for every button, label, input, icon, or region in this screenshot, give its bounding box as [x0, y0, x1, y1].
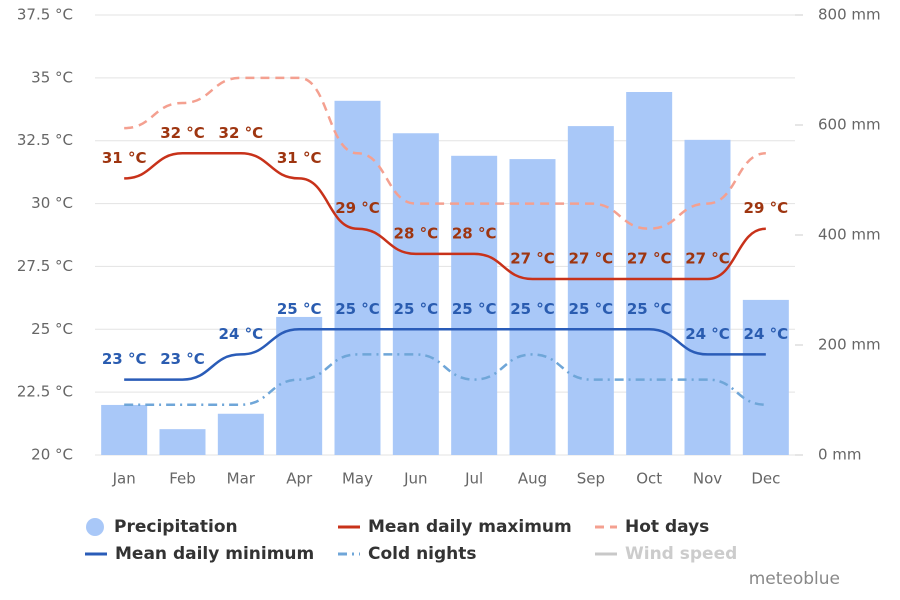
data-label: 25 °C	[335, 300, 380, 318]
legend-label: Cold nights	[368, 544, 477, 564]
data-label: 32 °C	[219, 124, 264, 142]
data-label: 27 °C	[510, 250, 555, 268]
x-tick-label: Sep	[577, 470, 605, 488]
bar	[217, 413, 264, 455]
x-tick-label: Mar	[227, 470, 256, 488]
y-tick-label: 27.5 °C	[17, 257, 73, 275]
line	[124, 152, 766, 281]
data-label: 24 °C	[685, 325, 730, 343]
data-label: 23 °C	[160, 350, 205, 368]
x-tick-label: Jun	[403, 470, 427, 488]
y-tick-label: 37.5 °C	[17, 6, 73, 24]
data-label: 28 °C	[452, 224, 497, 242]
y-tick-label: 32.5 °C	[17, 131, 73, 149]
bar	[392, 133, 439, 455]
bar	[276, 316, 323, 455]
bar	[742, 299, 789, 455]
y2-tick-label: 800 mm	[818, 6, 881, 24]
y-tick-label: 30 °C	[31, 194, 73, 212]
data-label: 28 °C	[394, 224, 439, 242]
data-label: 31 °C	[102, 149, 147, 167]
y-tick-label: 20 °C	[31, 446, 73, 464]
bar	[101, 404, 148, 455]
data-label: 25 °C	[627, 300, 672, 318]
x-tick-label: May	[342, 470, 373, 488]
y-tick-label: 25 °C	[31, 320, 73, 338]
data-label: 25 °C	[452, 300, 497, 318]
legend-marker	[86, 518, 104, 536]
bar	[509, 159, 556, 455]
y2-tick-label: 0 mm	[818, 446, 862, 464]
legend-label: Mean daily maximum	[368, 517, 572, 537]
data-label: 24 °C	[219, 325, 264, 343]
y2-tick-label: 600 mm	[818, 116, 881, 134]
data-label: 27 °C	[627, 250, 672, 268]
line	[124, 353, 766, 406]
data-label: 31 °C	[277, 149, 322, 167]
x-tick-label: Oct	[636, 470, 662, 488]
x-tick-label: Jan	[112, 470, 136, 488]
bar	[159, 429, 206, 455]
data-label: 25 °C	[510, 300, 555, 318]
y2-tick-label: 200 mm	[818, 336, 881, 354]
x-tick-label: Aug	[518, 470, 547, 488]
data-label: 27 °C	[685, 250, 730, 268]
bar	[451, 155, 498, 456]
x-tick-label: Nov	[693, 470, 722, 488]
legend-label: Wind speed	[625, 544, 737, 564]
bar	[567, 126, 614, 455]
legend-label: Mean daily minimum	[115, 544, 314, 564]
y-tick-label: 35 °C	[31, 68, 73, 86]
data-label: 29 °C	[335, 199, 380, 217]
data-label: 32 °C	[160, 124, 205, 142]
data-label: 29 °C	[744, 199, 789, 217]
credit: meteoblue	[749, 569, 840, 589]
data-label: 27 °C	[569, 250, 614, 268]
line	[124, 328, 766, 381]
bar	[626, 92, 673, 455]
y-tick-label: 22.5 °C	[17, 383, 73, 401]
data-label: 25 °C	[394, 300, 439, 318]
data-label: 23 °C	[102, 350, 147, 368]
x-tick-label: Dec	[751, 470, 780, 488]
data-label: 25 °C	[277, 300, 322, 318]
x-tick-label: Jul	[464, 470, 483, 488]
x-tick-label: Feb	[169, 470, 196, 488]
legend-label: Precipitation	[114, 517, 238, 537]
y2-tick-label: 400 mm	[818, 226, 881, 244]
x-tick-label: Apr	[286, 470, 313, 488]
bar	[684, 139, 731, 455]
data-label: 24 °C	[744, 325, 789, 343]
legend-label: Hot days	[625, 517, 709, 537]
data-label: 25 °C	[569, 300, 614, 318]
